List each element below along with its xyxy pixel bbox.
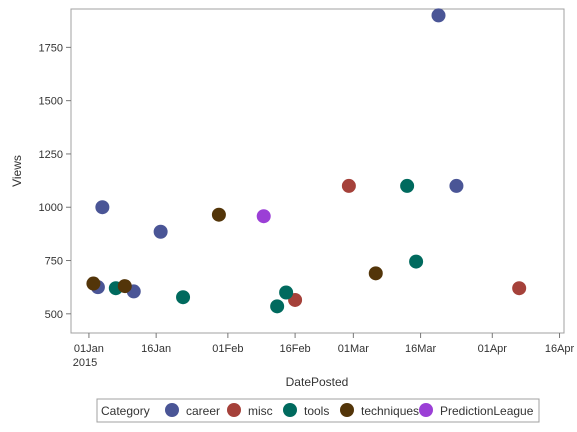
data-point-career — [95, 200, 110, 215]
x-tick-label: 01Feb — [212, 343, 243, 355]
data-point-tools — [400, 178, 415, 193]
y-tick-label: 500 — [45, 309, 63, 321]
x-tick-label: 01Jan — [74, 343, 104, 355]
x-axis-year-label: 2015 — [73, 357, 97, 369]
y-axis-label: Views — [10, 155, 24, 187]
legend-label-career: career — [186, 404, 220, 418]
data-point-tools — [409, 254, 424, 269]
data-point-misc — [341, 178, 356, 193]
data-point-techniques — [368, 266, 383, 281]
legend-marker-techniques — [340, 403, 354, 417]
legend-marker-misc — [227, 403, 241, 417]
data-point-career — [431, 8, 446, 23]
data-point-career — [153, 224, 168, 239]
data-point-techniques — [86, 276, 101, 291]
y-tick-label: 1750 — [39, 42, 63, 54]
plot-frame — [70, 8, 565, 334]
data-point-career — [449, 178, 464, 193]
data-point-tools — [279, 285, 294, 300]
x-tick-label: 16Feb — [279, 343, 310, 355]
x-tick-label: 01Mar — [338, 343, 370, 355]
x-tick-label: 16Mar — [405, 343, 437, 355]
data-point-tools — [176, 290, 191, 305]
legend-marker-career — [165, 403, 179, 417]
x-axis-label: DatePosted — [286, 375, 349, 389]
x-tick-label: 01Apr — [478, 343, 508, 355]
y-axis: 500 750 1000 1250 1500 1750 — [39, 42, 71, 321]
x-axis: 01Jan 16Jan 01Feb 16Feb 01Mar 16Mar 01Apr 16Apr — [74, 333, 575, 355]
legend-label-misc: misc — [248, 404, 273, 418]
data-point-techniques — [211, 207, 226, 222]
x-tick-label: 16Jan — [141, 343, 171, 355]
data-point-predictionleague — [256, 209, 271, 224]
legend-label-techniques: techniques — [361, 404, 419, 418]
data-points — [86, 8, 527, 314]
legend-marker-tools — [283, 403, 297, 417]
legend: Category career misc tools techniques Predic… — [96, 398, 540, 423]
y-tick-label: 1000 — [39, 202, 63, 214]
y-tick-label: 1250 — [39, 149, 63, 161]
legend-label-tools: tools — [304, 404, 329, 418]
x-tick-label: 16Apr — [545, 343, 575, 355]
y-tick-label: 750 — [45, 256, 63, 268]
legend-label-predictionleague: PredictionLeague — [440, 404, 534, 418]
legend-title: Category — [101, 404, 150, 418]
data-point-techniques — [117, 279, 132, 294]
data-point-tools — [270, 299, 285, 314]
legend-marker-predictionleague — [419, 403, 433, 417]
data-point-misc — [512, 281, 527, 296]
y-tick-label: 1500 — [39, 96, 63, 108]
